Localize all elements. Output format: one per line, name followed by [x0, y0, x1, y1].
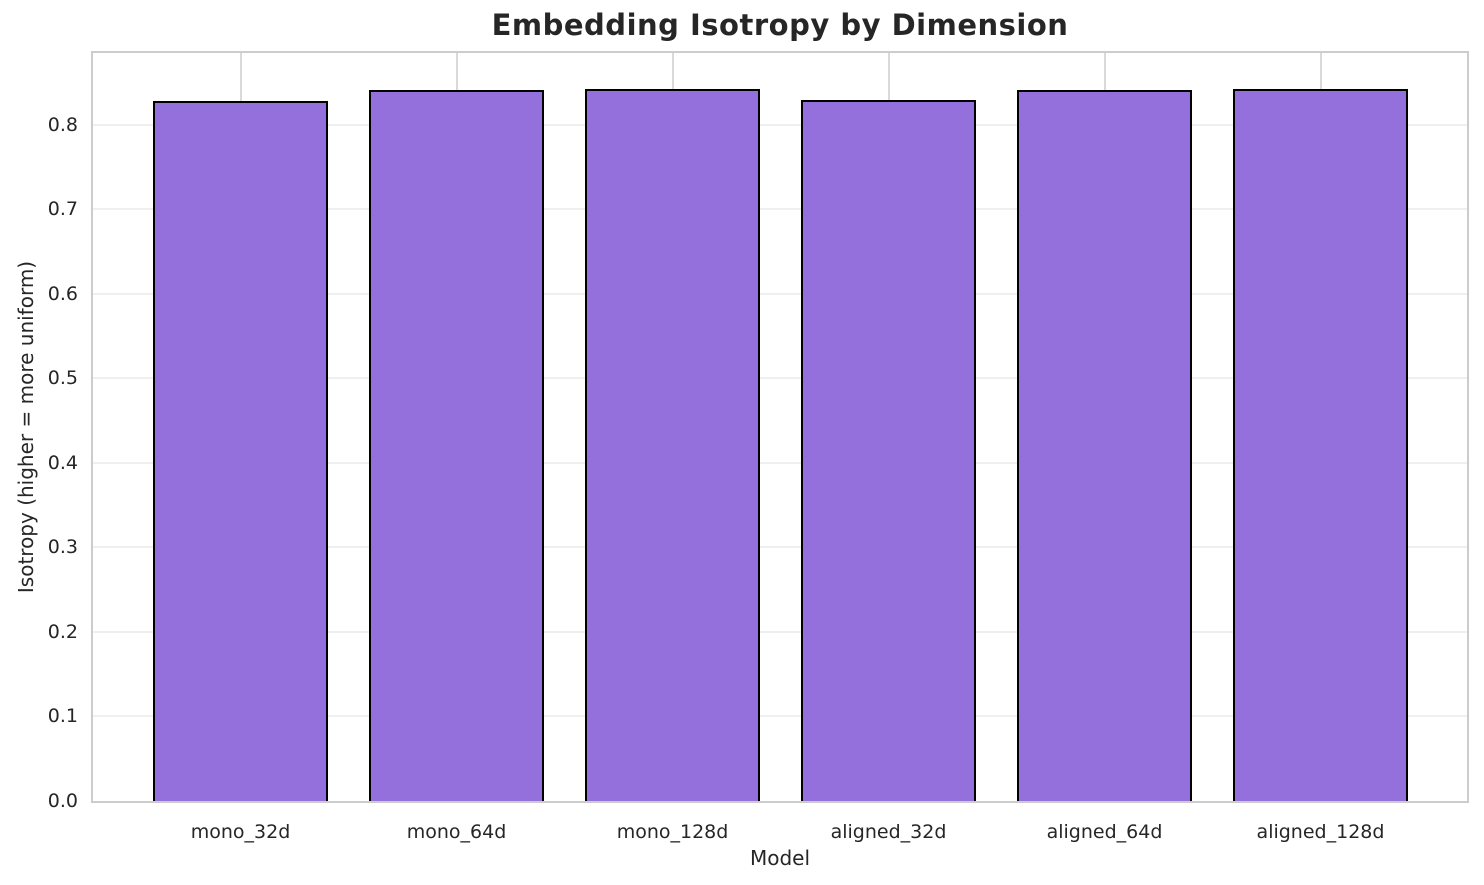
gridline-horizontal — [93, 715, 1467, 718]
x-tick-label-aligned_128d: aligned_128d — [1256, 821, 1385, 843]
y-tick-label: 0.7 — [47, 198, 78, 221]
y-tick-label: 0.5 — [47, 367, 78, 390]
y-tick-label: 0.1 — [47, 705, 78, 728]
bar-mono_32d — [153, 101, 328, 801]
x-tick-label-aligned_64d: aligned_64d — [1046, 821, 1163, 843]
gridline-horizontal — [93, 292, 1467, 295]
gridline-horizontal — [93, 546, 1467, 549]
y-axis-label: Isotropy (higher = more uniform) — [14, 260, 38, 594]
y-tick-label: 0.3 — [47, 536, 78, 559]
x-axis-label: Model — [749, 846, 811, 870]
bar-aligned_128d — [1233, 89, 1408, 801]
x-tick-label-mono_128d: mono_128d — [616, 821, 729, 843]
gridline-horizontal — [93, 461, 1467, 464]
x-tick-label-mono_64d: mono_64d — [406, 821, 507, 843]
bar-mono_128d — [585, 88, 760, 801]
y-tick-label: 0.2 — [47, 620, 78, 643]
chart-title: Embedding Isotropy by Dimension — [491, 8, 1069, 42]
y-tick-label: 0.4 — [47, 451, 78, 474]
bar-aligned_64d — [1017, 90, 1192, 801]
y-tick-label: 0.6 — [47, 282, 78, 305]
gridline-horizontal — [93, 630, 1467, 633]
x-tick-label-aligned_32d: aligned_32d — [830, 821, 947, 843]
y-tick-label: 0.0 — [47, 790, 78, 812]
plot-area — [91, 51, 1469, 803]
bar-aligned_32d — [801, 100, 976, 801]
bar-mono_64d — [369, 90, 544, 801]
gridline-horizontal — [93, 208, 1467, 211]
x-tick-label-mono_32d: mono_32d — [190, 821, 291, 843]
gridline-horizontal — [93, 123, 1467, 126]
y-tick-label: 0.8 — [47, 113, 78, 136]
gridline-horizontal — [93, 377, 1467, 380]
